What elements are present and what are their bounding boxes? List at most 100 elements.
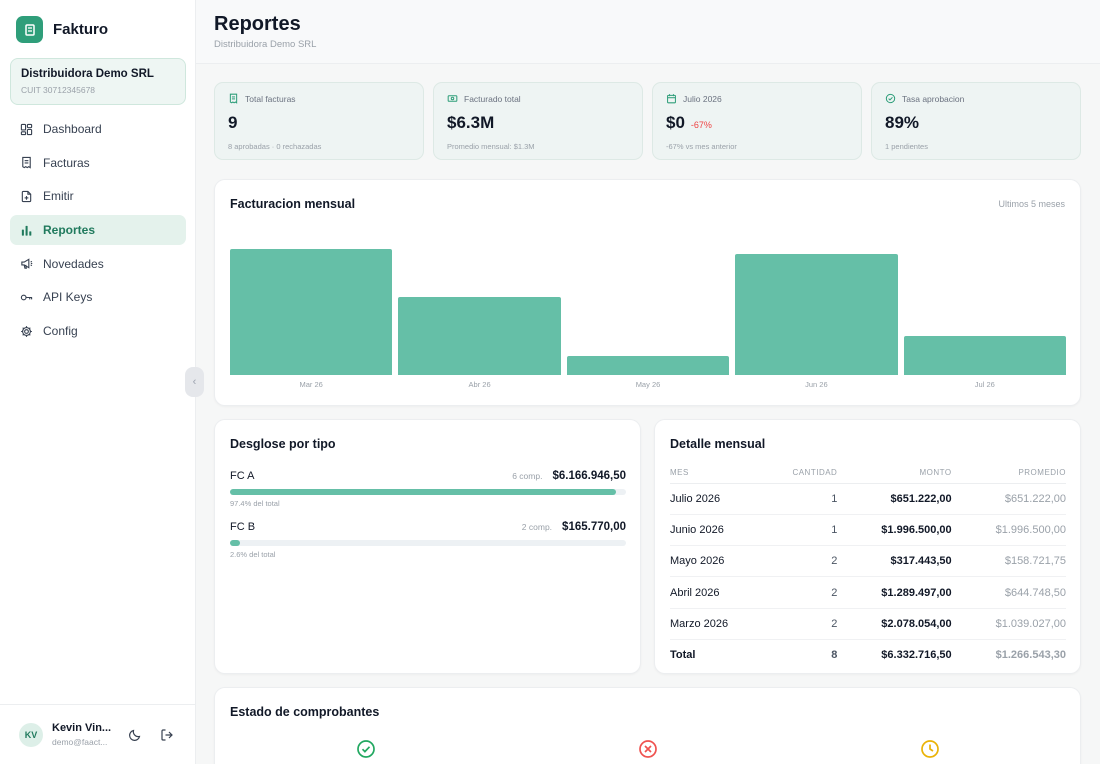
kpi-delta: -67% [690, 120, 712, 130]
cell-quantity: 2 [764, 608, 838, 640]
company-name: Distribuidora Demo SRL [21, 68, 154, 80]
monthly-detail-table: MES CANTIDAD MONTO PROMEDIO Julio 2026 1… [670, 466, 1066, 671]
chart-bar[interactable] [566, 356, 730, 375]
moon-icon[interactable] [128, 728, 142, 742]
column-header: PROMEDIO [951, 466, 1066, 484]
sidebar-item-novedades[interactable]: Novedades [10, 249, 186, 279]
chevron-left-icon: ‹ [192, 376, 197, 388]
column-header: MES [670, 466, 765, 484]
collapse-sidebar-button[interactable]: ‹ [185, 367, 204, 397]
app-name: Fakturo [53, 21, 109, 38]
table-total-row: Total 8 $6.332.716,50 $1.266.543,30 [670, 639, 1066, 670]
kpi-subtext: 8 aprobadas · 0 rechazadas [228, 142, 322, 151]
kpi-value: $6.3M [447, 113, 495, 132]
sidebar-item-label: Reportes [43, 223, 96, 238]
sidebar-item-emitir[interactable]: Emitir [10, 181, 186, 211]
sidebar-item-dashboard[interactable]: Dashboard [10, 114, 186, 144]
chart-bar[interactable] [903, 336, 1066, 375]
cell-quantity: 1 [764, 514, 838, 547]
type-progress-track [230, 489, 626, 495]
receipt-icon [22, 157, 31, 169]
sidebar-nav: Dashboard Facturas Emitir Reportes Noved… [10, 114, 186, 350]
receipt-icon [229, 93, 238, 104]
type-percent: 2.6% del total [230, 550, 276, 559]
cell-average: $651.222,00 [951, 483, 1066, 515]
sidebar-item-label: Novedades [43, 256, 104, 271]
chart-bar[interactable] [398, 297, 561, 375]
detail-title: Detalle mensual [670, 437, 766, 451]
sidebar-item-api-keys[interactable]: API Keys [10, 282, 186, 312]
kpi-tasa-aprobacion: Tasa aprobacion 89% 1 pendientes [871, 82, 1081, 160]
monthly-chart-card: Facturacion mensual Ultimos 5 meses Mar … [214, 179, 1081, 406]
sidebar-item-facturas[interactable]: Facturas [10, 148, 186, 178]
sidebar-item-config[interactable]: Config [10, 316, 186, 346]
kpi-total-facturas: Total facturas 9 8 aprobadas · 0 rechaza… [214, 82, 424, 160]
sidebar-item-label: Config [43, 324, 78, 339]
cell-quantity: 1 [764, 483, 838, 515]
chart-range-note: Ultimos 5 meses [998, 199, 1065, 209]
cell-average: $1.039.027,00 [951, 608, 1066, 640]
table-row: Mayo 2026 2 $317.443,50 $158.721,75 [670, 545, 1066, 578]
cell-average: $644.748,50 [951, 576, 1066, 609]
sidebar: Fakturo Distribuidora Demo SRL CUIT 3071… [0, 0, 196, 764]
table-row: Junio 2026 1 $1.996.500,00 $1.996.500,00 [670, 514, 1066, 547]
user-panel: KV Kevin Vin... demo@faact... [0, 704, 196, 764]
chart-x-tick-label: May 26 [635, 380, 661, 389]
kpi-facturado-total: Facturado total $6.3M Promedio mensual: … [433, 82, 643, 160]
logo-icon [16, 16, 43, 43]
sidebar-item-label: API Keys [43, 290, 93, 305]
type-row-fc-a: FC A 6 comp. $6.166.946,50 97.4% del tot… [230, 470, 626, 508]
company-switcher[interactable]: Distribuidora Demo SRL CUIT 30712345678 [10, 58, 186, 105]
kpi-value: 89% [885, 113, 920, 132]
kpi-value: $0 [666, 113, 685, 132]
type-count: 2 comp. [521, 522, 553, 532]
cell-total-average: $1.266.543,30 [995, 649, 1066, 662]
calendar-icon [667, 94, 676, 104]
banknote-icon [447, 95, 458, 102]
logout-icon[interactable] [160, 728, 174, 742]
sidebar-item-reportes[interactable]: Reportes [10, 215, 186, 246]
cell-quantity: 2 [764, 576, 838, 609]
column-header: CANTIDAD [764, 466, 838, 484]
type-progress-fill [230, 489, 616, 495]
kpi-label: Julio 2026 [683, 93, 722, 104]
kpi-subtext: 1 pendientes [885, 142, 928, 151]
breakdown-card: Desglose por tipo FC A 6 comp. $6.166.94… [214, 419, 641, 674]
monthly-detail-card: Detalle mensual MES CANTIDAD MONTO PROME… [654, 419, 1081, 674]
megaphone-icon [21, 258, 33, 269]
status-title: Estado de comprobantes [230, 705, 380, 719]
column-header: MONTO [837, 466, 952, 484]
sidebar-item-label: Dashboard [43, 122, 102, 136]
cell-month: Junio 2026 [670, 514, 765, 547]
type-amount: $165.770,00 [562, 521, 626, 533]
cell-amount: $317.443,50 [837, 545, 952, 578]
type-name: FC A [230, 470, 255, 482]
table-row: Julio 2026 1 $651.222,00 $651.222,00 [670, 483, 1066, 515]
avatar[interactable]: KV [19, 722, 43, 747]
kpi-subtext: Promedio mensual: $1.3M [447, 142, 535, 151]
cell-quantity: 2 [764, 545, 838, 578]
cell-average: $1.996.500,00 [951, 514, 1066, 547]
chart-bar[interactable] [230, 249, 393, 375]
company-cuit: CUIT 30712345678 [21, 85, 96, 95]
page-title: Reportes [214, 13, 301, 35]
kpi-value: 9 [228, 113, 238, 132]
cell-month: Marzo 2026 [670, 608, 765, 640]
page-subtitle: Distribuidora Demo SRL [214, 39, 317, 50]
kpi-label: Tasa aprobacion [902, 93, 965, 104]
cell-month: Mayo 2026 [670, 545, 765, 578]
kpi-julio-2026: Julio 2026 $0 -67% -67% vs mes anterior [652, 82, 862, 160]
brand[interactable]: Fakturo [16, 16, 108, 43]
type-name: FC B [230, 521, 256, 533]
bar-chart-icon [21, 225, 32, 236]
table-row: Marzo 2026 2 $2.078.054,00 $1.039.027,00 [670, 608, 1066, 640]
breakdown-title: Desglose por tipo [230, 437, 336, 451]
chart-bar[interactable] [735, 254, 898, 375]
cell-amount: $651.222,00 [837, 483, 952, 515]
cell-total-amount: $6.332.716,50 [881, 649, 952, 662]
chart-x-tick-label: Abr 26 [468, 380, 491, 389]
cell-month: Abril 2026 [670, 576, 765, 609]
gear-icon [21, 325, 32, 337]
page-header: Reportes Distribuidora Demo SRL [196, 0, 1100, 64]
check-circle-icon [885, 93, 896, 104]
